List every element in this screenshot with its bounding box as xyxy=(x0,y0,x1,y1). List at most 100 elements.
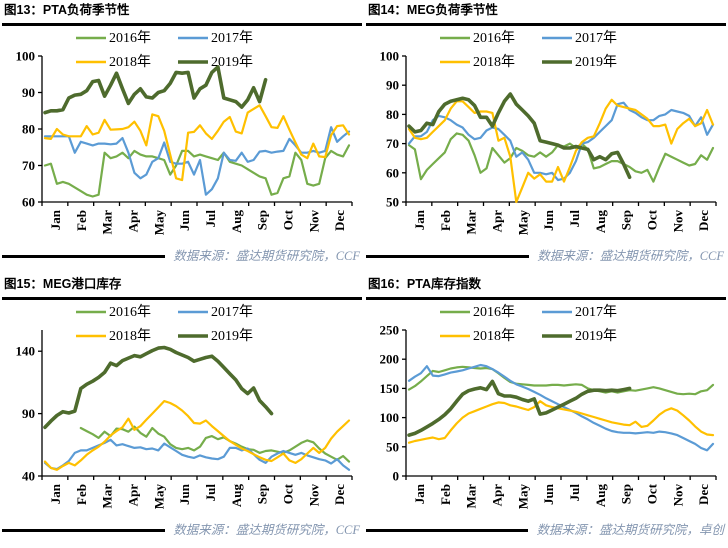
svg-text:200: 200 xyxy=(380,352,400,367)
svg-text:50: 50 xyxy=(386,195,399,210)
svg-text:90: 90 xyxy=(22,406,35,421)
svg-text:Feb: Feb xyxy=(438,210,453,231)
svg-text:80: 80 xyxy=(386,107,399,122)
svg-text:Aug: Aug xyxy=(593,210,608,234)
svg-text:Mar: Mar xyxy=(464,484,479,509)
svg-text:50: 50 xyxy=(386,439,399,454)
svg-text:Apr: Apr xyxy=(489,210,504,233)
svg-text:Jan: Jan xyxy=(412,483,427,504)
svg-text:Sep: Sep xyxy=(255,484,270,504)
svg-text:Aug: Aug xyxy=(229,484,244,508)
svg-text:2018年: 2018年 xyxy=(473,54,515,70)
svg-text:80: 80 xyxy=(22,122,35,137)
svg-text:May: May xyxy=(151,210,166,236)
figure-16-source: 数据来源：盛达期货研究院，卓创 xyxy=(536,523,724,537)
svg-text:Aug: Aug xyxy=(593,484,608,508)
footer-rule xyxy=(366,255,530,258)
svg-text:Apr: Apr xyxy=(125,210,140,233)
svg-text:2016年: 2016年 xyxy=(473,30,515,46)
svg-text:70: 70 xyxy=(22,158,35,173)
svg-text:Oct: Oct xyxy=(644,483,659,504)
footer-rule xyxy=(2,255,166,258)
svg-text:Feb: Feb xyxy=(438,484,453,505)
svg-text:Nov: Nov xyxy=(306,484,321,507)
figure-13-source: 数据来源：盛达期货研究院，CCF xyxy=(173,249,360,263)
svg-text:Oct: Oct xyxy=(280,209,295,230)
svg-text:2017年: 2017年 xyxy=(575,304,617,320)
svg-text:60: 60 xyxy=(22,195,35,210)
svg-text:Dec: Dec xyxy=(696,210,711,231)
svg-text:Feb: Feb xyxy=(74,210,89,231)
figure-14-chart: 50 60 70 80 90 100 Jan Feb Mar Apr May Jun Jul Aug Sep… xyxy=(366,26,726,248)
svg-text:150: 150 xyxy=(380,381,400,396)
figure-16-chart: 0 50 100 150 200 250 Jan Feb Mar Apr May Jun Jul Aug S… xyxy=(366,300,726,522)
figure-13-cell: 图13：PTA负荷季节性 60 70 80 90 100 Jan Feb Mar Apr May J… xyxy=(0,0,364,274)
svg-text:Jan: Jan xyxy=(48,209,63,230)
figure-15-source: 数据来源：盛达期货研究院，CCF xyxy=(173,523,360,537)
svg-text:Jan: Jan xyxy=(48,483,63,504)
svg-text:2019年: 2019年 xyxy=(211,328,253,344)
figure-16-footer: 数据来源：盛达期货研究院，卓创 xyxy=(366,523,726,538)
svg-text:Sep: Sep xyxy=(619,484,634,504)
figure-15-chart: 40 90 140 Jan Feb Mar Apr May Jun Jul Aug Sep Oct Nov… xyxy=(2,300,362,522)
figure-15-cell: 图15：MEG港口库存 40 90 140 Jan Feb Mar Apr May Jun Jul… xyxy=(0,274,364,548)
svg-text:Nov: Nov xyxy=(670,210,685,233)
svg-text:2016年: 2016年 xyxy=(109,30,151,46)
svg-text:Dec: Dec xyxy=(332,210,347,231)
svg-text:Jun: Jun xyxy=(541,209,556,231)
svg-text:Jun: Jun xyxy=(177,209,192,231)
svg-text:Oct: Oct xyxy=(280,483,295,504)
svg-text:Jul: Jul xyxy=(203,484,218,502)
svg-text:90: 90 xyxy=(22,85,35,100)
svg-text:140: 140 xyxy=(16,344,36,359)
svg-text:2019年: 2019年 xyxy=(211,54,253,70)
svg-text:40: 40 xyxy=(22,469,35,484)
svg-text:2016年: 2016年 xyxy=(473,304,515,320)
svg-text:2017年: 2017年 xyxy=(575,30,617,46)
svg-text:Jan: Jan xyxy=(412,209,427,230)
figure-13-title: 图13：PTA负荷季节性 xyxy=(2,0,362,26)
meg-load-seasonality-chart: 50 60 70 80 90 100 Jan Feb Mar Apr May Jun Jul Aug Sep… xyxy=(380,30,717,235)
svg-text:Mar: Mar xyxy=(100,484,115,509)
figure-16-cell: 图16：PTA库存指数 0 50 100 150 200 250 Jan Feb Mar Apr M… xyxy=(364,274,728,548)
svg-text:100: 100 xyxy=(380,49,400,64)
figure-13-chart: 60 70 80 90 100 Jan Feb Mar Apr May Jun Jul Aug Sep Oc… xyxy=(2,26,362,248)
svg-text:250: 250 xyxy=(380,323,400,338)
svg-text:100: 100 xyxy=(16,49,36,64)
svg-text:May: May xyxy=(515,484,530,510)
svg-text:2018年: 2018年 xyxy=(473,328,515,344)
svg-text:2018年: 2018年 xyxy=(109,54,151,70)
svg-text:2019年: 2019年 xyxy=(575,54,617,70)
figure-14-cell: 图14：MEG负荷季节性 50 60 70 80 90 100 Jan Feb Mar Apr Ma… xyxy=(364,0,728,274)
svg-text:Jul: Jul xyxy=(203,210,218,228)
figure-14-footer: 数据来源：盛达期货研究院，CCF xyxy=(366,249,726,264)
svg-text:2018年: 2018年 xyxy=(109,328,151,344)
svg-text:Jul: Jul xyxy=(567,484,582,502)
svg-text:Jul: Jul xyxy=(567,210,582,228)
svg-text:Apr: Apr xyxy=(125,484,140,507)
figure-13-footer: 数据来源：盛达期货研究院，CCF xyxy=(2,249,362,264)
svg-text:Sep: Sep xyxy=(255,210,270,230)
svg-text:2017年: 2017年 xyxy=(211,304,253,320)
svg-text:Jun: Jun xyxy=(177,483,192,505)
footer-rule xyxy=(366,529,529,532)
svg-text:Mar: Mar xyxy=(100,210,115,235)
figure-14-title: 图14：MEG负荷季节性 xyxy=(366,0,726,26)
figure-16-title: 图16：PTA库存指数 xyxy=(366,274,726,300)
meg-port-inventory-chart: 40 90 140 Jan Feb Mar Apr May Jun Jul Aug Sep Oct Nov… xyxy=(16,304,353,510)
svg-text:Feb: Feb xyxy=(74,484,89,505)
svg-text:Sep: Sep xyxy=(619,210,634,230)
svg-text:Nov: Nov xyxy=(670,484,685,507)
figure-15-footer: 数据来源：盛达期货研究院，CCF xyxy=(2,523,362,538)
svg-text:Jun: Jun xyxy=(541,483,556,505)
svg-text:Mar: Mar xyxy=(464,210,479,235)
pta-load-seasonality-chart: 60 70 80 90 100 Jan Feb Mar Apr May Jun Jul Aug Sep Oc… xyxy=(16,30,353,236)
svg-text:May: May xyxy=(151,484,166,510)
svg-text:Aug: Aug xyxy=(229,210,244,234)
svg-text:2016年: 2016年 xyxy=(109,304,151,320)
svg-text:100: 100 xyxy=(380,410,400,425)
svg-text:70: 70 xyxy=(386,136,399,151)
svg-text:Apr: Apr xyxy=(489,484,504,507)
svg-text:Nov: Nov xyxy=(306,210,321,233)
